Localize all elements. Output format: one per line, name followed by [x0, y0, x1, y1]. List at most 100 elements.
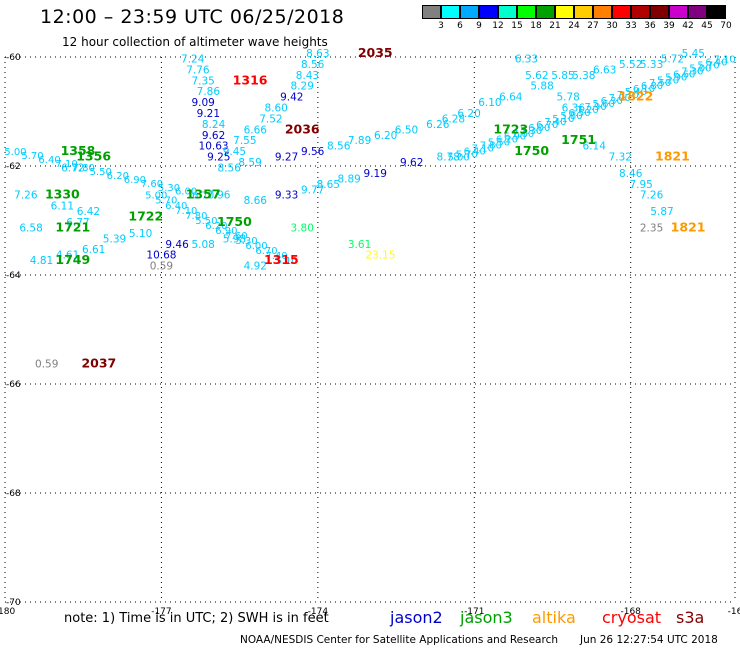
swh-value: 8.46 — [619, 168, 643, 180]
scale-swatch — [612, 5, 631, 19]
y-tick-label: -70 — [6, 598, 21, 608]
mission-label: altika — [532, 608, 576, 627]
scale-label: 36 — [644, 21, 656, 31]
swh-value: 5.38 — [572, 70, 595, 82]
pass-time-label: 1330 — [45, 187, 80, 202]
swh-value: 8.66 — [244, 195, 268, 207]
pass-time-label: 1315 — [264, 252, 299, 267]
swh-value: 6.20 — [457, 108, 480, 120]
swh-value: 5.78 — [556, 92, 579, 104]
track-value: 7.60 — [141, 179, 163, 190]
x-tick-label: -171 — [464, 607, 484, 617]
swh-value: 6.72 — [61, 162, 84, 174]
pass-time-label: 1821 — [671, 219, 706, 234]
swh-value: 5.45 — [682, 48, 705, 60]
track-value: 6.20 — [107, 171, 129, 182]
swh-value: 6.63 — [593, 64, 616, 76]
swh-value: 9.62 — [400, 157, 423, 169]
track-value: 5.00 — [145, 191, 167, 202]
track-value: 6.40 — [165, 201, 187, 212]
y-tick-label: -62 — [6, 162, 21, 172]
swh-value: 5.08 — [191, 239, 214, 251]
swh-value: 5.85 — [551, 70, 574, 82]
page-subtitle: 12 hour collection of altimeter wave hei… — [62, 35, 328, 49]
track-value: 6.00 — [245, 241, 267, 252]
swh-value: 7.95 — [629, 179, 652, 191]
swh-value: 8.56 — [301, 59, 325, 71]
track-value: 7.40 — [544, 117, 566, 128]
scale-label: 39 — [663, 21, 675, 31]
swh-value: 7.26 — [640, 190, 664, 202]
page-title: 12:00 – 23:59 UTC 06/25/2018 — [40, 6, 345, 28]
pass-time-label: 1821 — [655, 149, 690, 164]
swh-value: 6.42 — [77, 206, 100, 218]
mission-label: jason3 — [460, 608, 513, 627]
track-value: 5.10 — [275, 256, 297, 267]
swh-value: 2.35 — [640, 222, 663, 234]
track-value: 7.80 — [73, 163, 95, 174]
swh-value: 6.66 — [244, 124, 268, 136]
scale-label: 42 — [682, 21, 694, 31]
y-tick-label: -64 — [6, 271, 21, 281]
swh-value: 9.56 — [301, 146, 325, 158]
track-value: 5.70 — [21, 151, 43, 162]
swh-value: 7.35 — [191, 75, 214, 87]
swh-value: 8.59 — [238, 157, 261, 169]
pass-time-label: 1316 — [233, 72, 268, 87]
swh-value: 9.62 — [202, 130, 225, 142]
track-value: 6.40 — [464, 147, 486, 158]
track-value: 6.90 — [504, 132, 526, 143]
swh-value: 5.10 — [129, 228, 152, 240]
scale-label: 12 — [492, 21, 504, 31]
pass-time-label: 1750 — [514, 143, 549, 158]
scale-label: 33 — [625, 21, 637, 31]
swh-value: 9.25 — [207, 152, 230, 164]
track-value: 7.10 — [55, 159, 77, 170]
swh-value: 7.86 — [197, 86, 221, 98]
swh-value: 6.28 — [442, 113, 465, 125]
swh-value: 8.78 — [437, 152, 460, 164]
swh-value: 3.80 — [291, 222, 314, 234]
x-tick-label: -177 — [151, 607, 171, 617]
pass-time-label: 1750 — [217, 214, 252, 229]
track-value: 7.40 — [265, 251, 287, 262]
track-value: 6.40 — [38, 155, 60, 166]
x-tick-label: -16 — [728, 607, 740, 617]
mission-label: jason2 — [390, 608, 443, 627]
track-value: 5.90 — [665, 72, 687, 83]
swh-value: 6.50 — [395, 124, 418, 136]
track-value: 7.10 — [472, 144, 494, 155]
swh-value: 6.36 — [562, 103, 586, 115]
pass-time-label: 1751 — [561, 132, 596, 147]
track-value: 7.50 — [649, 78, 671, 89]
swh-value: 5.62 — [525, 70, 548, 82]
scale-label: 3 — [438, 21, 444, 31]
track-value: 7.10 — [175, 206, 197, 217]
track-value: 7.90 — [585, 102, 607, 113]
x-tick-label: -168 — [620, 607, 641, 617]
scale-label: 18 — [530, 21, 542, 31]
track-value: 6.00 — [528, 123, 550, 134]
track-value: 7.80 — [480, 141, 502, 152]
swh-value: 5.33 — [640, 59, 663, 71]
swh-value: 5.98 — [223, 233, 246, 245]
scale-swatch — [631, 5, 650, 19]
track-value: 5.70 — [697, 60, 719, 71]
swh-value: 7.52 — [259, 113, 282, 125]
y-tick-label: -68 — [6, 489, 21, 499]
swh-value: 7.89 — [348, 135, 371, 147]
mission-label: s3a — [676, 608, 705, 627]
scale-swatch — [536, 5, 555, 19]
swh-value: 10.63 — [199, 141, 229, 153]
track-value: 7.60 — [225, 231, 247, 242]
scale-swatch — [422, 5, 441, 19]
track-value: 6.80 — [641, 81, 663, 92]
track-value: 6.60 — [673, 69, 695, 80]
swh-value: 4.92 — [244, 261, 267, 273]
pass-time-label: 1358 — [61, 143, 96, 158]
swh-value: 10.68 — [146, 250, 176, 262]
track-value: 7.30 — [681, 66, 703, 77]
swh-value: 7.76 — [186, 64, 210, 76]
swh-value: 8.65 — [317, 179, 340, 191]
pass-time-label: 1723 — [493, 121, 528, 136]
